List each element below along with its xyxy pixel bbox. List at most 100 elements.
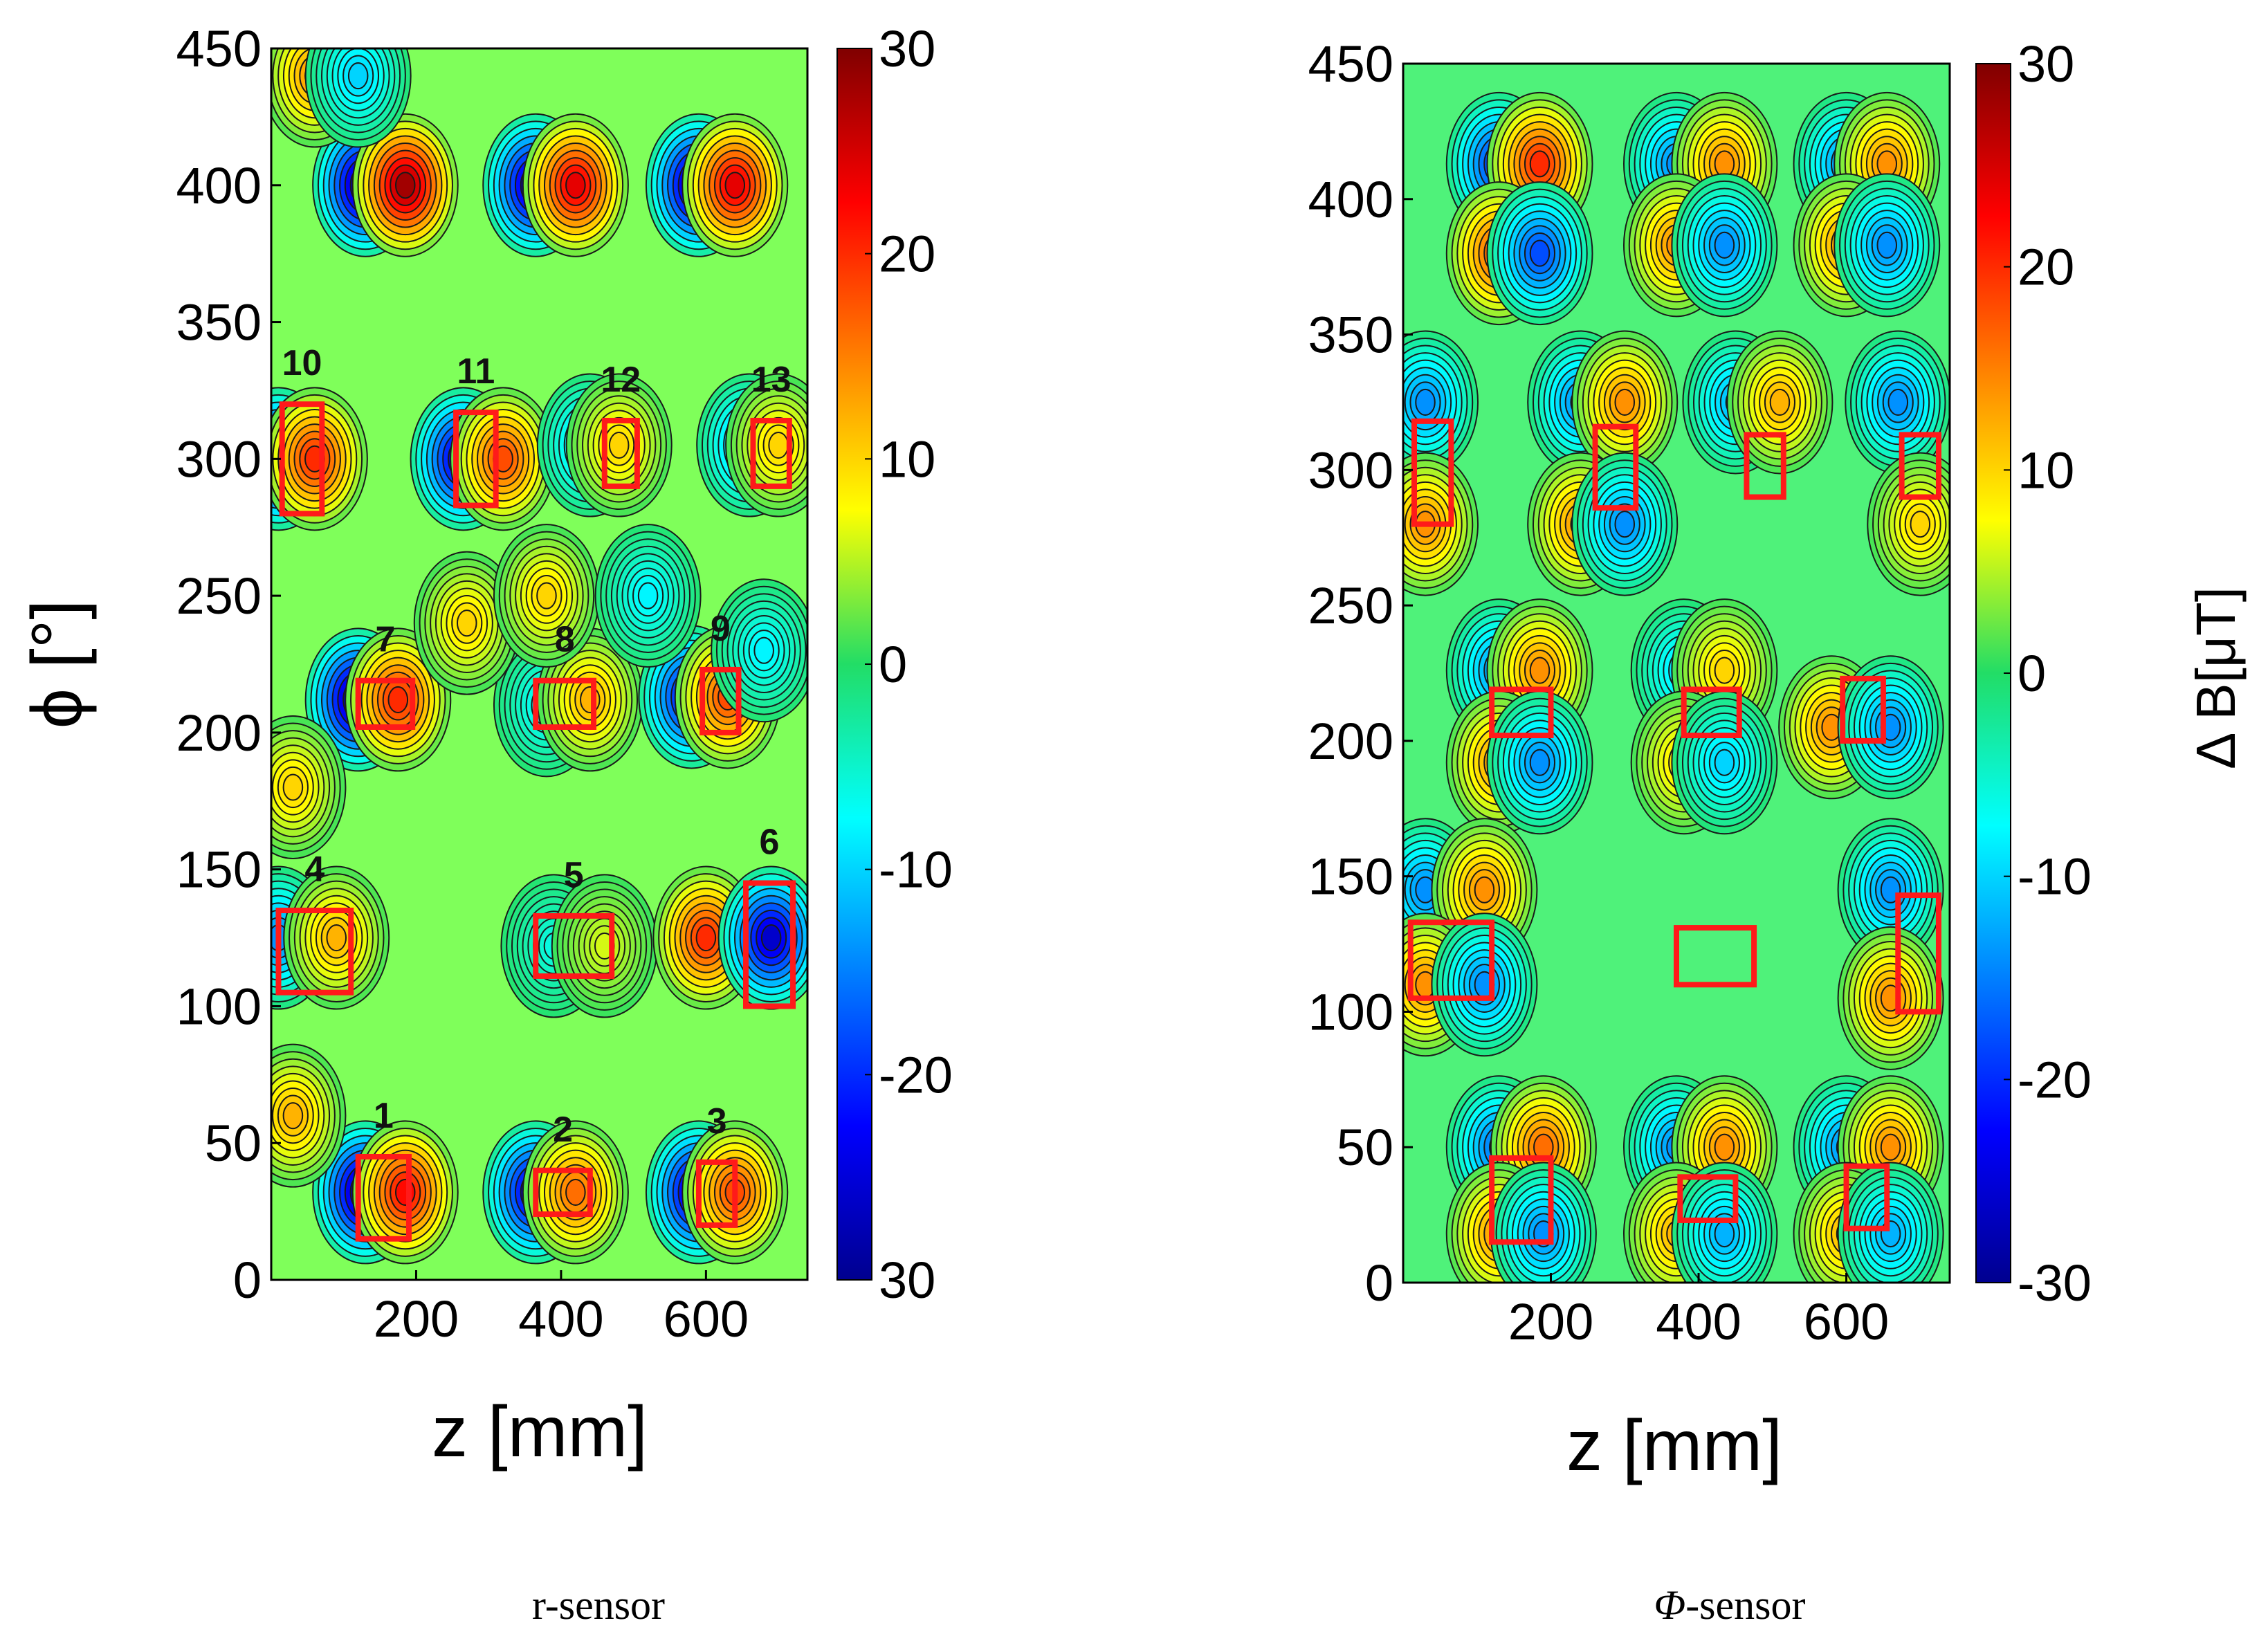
phi-sensor-contour-level — [1529, 657, 1551, 684]
r-sensor-contour-level — [456, 609, 477, 637]
r-sensor-contour-level — [753, 636, 774, 664]
r-sensor-contour-level — [387, 686, 409, 713]
r-sensor-blob — [271, 715, 347, 859]
r-sensor-y-tick-label: 50 — [205, 1115, 262, 1172]
r-sensor-region-box — [453, 410, 499, 508]
r-sensor-region-box — [533, 677, 597, 730]
phi-sensor-blob — [1571, 452, 1679, 596]
r-sensor-x-tick-label: 600 — [664, 1290, 749, 1348]
phi-sensor-blob — [1837, 926, 1944, 1070]
phi-sensor-blob — [1845, 330, 1950, 475]
r-sensor-caption: r-sensor — [532, 1582, 665, 1628]
r-sensor-contour-level — [565, 1178, 586, 1206]
phi-sensor-contour-level — [1910, 511, 1931, 538]
r-sensor-blob — [594, 524, 702, 668]
r-sensor-region-label: 5 — [564, 855, 584, 895]
phi-sensor-blob — [1486, 181, 1593, 326]
r-sensor-colorbar-tick-label: 10 — [879, 430, 935, 488]
r-sensor-region-box — [355, 1154, 412, 1242]
r-sensor-contour-level — [637, 582, 659, 609]
r-sensor-region-label: 4 — [304, 850, 324, 890]
phi-sensor-colorbar-tick-label: 30 — [2018, 35, 2074, 93]
r-sensor-x-ticks: 200 400 600 — [374, 1270, 749, 1348]
phi-sensor-contour-level — [1714, 1220, 1735, 1248]
r-sensor-colorbar-tick-label: 20 — [879, 226, 935, 283]
r-sensor-region-label: 10 — [282, 343, 322, 383]
r-sensor-blob — [351, 113, 459, 257]
phi-sensor-blob — [1571, 330, 1679, 475]
phi-sensor-caption-symbol: Φ — [1654, 1582, 1686, 1628]
phi-sensor-blob — [1486, 690, 1593, 835]
r-sensor-blob — [271, 387, 368, 531]
r-sensor-region-box — [699, 666, 742, 735]
r-sensor-contour-level — [760, 924, 782, 952]
phi-sensor-contour-level — [1714, 657, 1735, 684]
r-sensor-y-tick-label: 250 — [176, 567, 262, 625]
r-sensor-region-box — [742, 880, 796, 1009]
r-sensor-region-label: 1 — [374, 1096, 394, 1136]
phi-sensor-y-tick-label: 150 — [1308, 848, 1393, 906]
r-sensor-blob — [551, 874, 658, 1018]
phi-sensor-plot-frame — [1402, 62, 1951, 1284]
phi-sensor-colorbar-tick-label: 10 — [2018, 441, 2074, 499]
phi-sensor-x-tick-label: 400 — [1656, 1293, 1741, 1350]
r-sensor-y-tick-label: 400 — [176, 157, 262, 214]
r-sensor-region-label: 6 — [760, 822, 780, 862]
r-sensor-y-tick-label: 350 — [176, 294, 262, 351]
r-sensor-x-tick-label: 400 — [518, 1290, 603, 1348]
phi-sensor-y-tick-label: 200 — [1308, 713, 1393, 770]
phi-sensor-region-box — [1489, 1155, 1554, 1245]
phi-sensor-x-axis-label: z [mm] — [1566, 1406, 1782, 1486]
phi-sensor-blob — [1867, 452, 1950, 596]
phi-sensor-region-box — [1489, 686, 1554, 739]
phi-sensor-contour-level — [1474, 876, 1495, 904]
phi-sensor-y-tick-label: 350 — [1308, 306, 1393, 364]
phi-sensor-blob — [1671, 173, 1778, 318]
r-sensor-colorbar-ticks: 30 20 10 0 -10 -20 30 — [865, 20, 953, 1309]
phi-sensor-contour-level — [1714, 231, 1735, 259]
phi-sensor-region-box — [1744, 432, 1786, 500]
phi-sensor-contour-level — [1714, 749, 1735, 776]
phi-sensor-contour-level — [1769, 388, 1791, 416]
r-sensor-blob — [271, 1043, 347, 1188]
phi-sensor-contour-level — [1415, 388, 1436, 416]
r-sensor-contour-level — [724, 172, 746, 199]
phi-sensor-region-box — [1411, 418, 1454, 527]
r-sensor-blob — [450, 387, 557, 531]
r-sensor-contour-level — [768, 432, 789, 459]
r-sensor-colorbar-tick-label: 30 — [879, 1251, 935, 1309]
r-sensor-contour-level — [565, 172, 586, 199]
phi-sensor-blob — [1403, 330, 1479, 475]
phi-sensor-region-box — [1681, 686, 1742, 739]
phi-sensor-x-ticks: 200 400 600 — [1508, 1273, 1889, 1350]
r-sensor-y-tick-label: 100 — [176, 978, 262, 1035]
phi-sensor-region-box — [1677, 1174, 1739, 1223]
phi-sensor-caption: Φ-sensor — [1654, 1582, 1806, 1628]
r-sensor-blob — [493, 524, 600, 668]
r-sensor-blob — [413, 551, 520, 695]
phi-sensor-colorbar-ticks: 30 20 10 0 -10 -20 -30 — [2004, 35, 2092, 1312]
phi-sensor-contour-level — [1614, 511, 1636, 538]
r-sensor-colorbar-tick-label: -10 — [879, 841, 953, 899]
r-sensor-blob — [304, 48, 412, 148]
r-sensor-colorbar-tick-label: 0 — [879, 636, 907, 693]
r-sensor-blob — [522, 1120, 629, 1265]
r-sensor-y-tick-label: 200 — [176, 704, 262, 762]
phi-sensor-colorbar-tick-label: -20 — [2018, 1051, 2092, 1108]
phi-sensor-caption-text: -sensor — [1685, 1582, 1805, 1628]
r-sensor-region-box — [533, 913, 615, 979]
phi-sensor-contour-level — [1714, 150, 1735, 178]
phi-sensor-contour-level — [1529, 150, 1551, 178]
phi-sensor-blob — [1431, 913, 1538, 1057]
r-sensor-region-box — [695, 1159, 738, 1228]
r-sensor-region-label: 11 — [457, 351, 495, 392]
r-sensor-contour-level — [326, 924, 347, 952]
phi-sensor-colorbar-tick-label: 0 — [2018, 645, 2046, 702]
phi-sensor-contour-field — [1403, 91, 1950, 1283]
r-sensor-blob — [351, 1120, 459, 1265]
r-sensor-y-axis-label: ϕ [°] — [17, 600, 98, 729]
phi-sensor-region-box — [1407, 919, 1495, 1001]
phi-sensor-blob — [1671, 690, 1778, 835]
r-sensor-colorbar-tick-label: -20 — [879, 1046, 953, 1103]
